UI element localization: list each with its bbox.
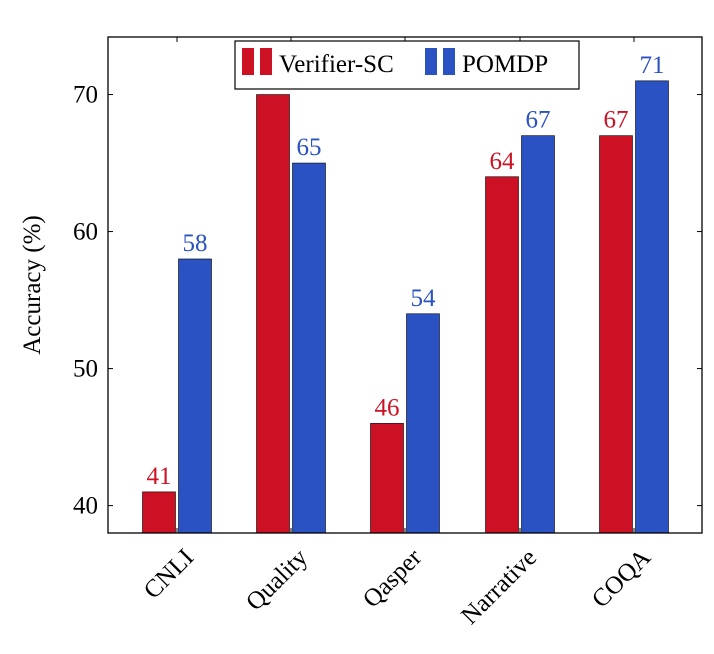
y-tick-label: 60 bbox=[73, 219, 98, 246]
data-label: 67 bbox=[526, 107, 551, 134]
bar-pomdp-cnli bbox=[178, 258, 212, 534]
data-label: 54 bbox=[411, 285, 437, 312]
bar-pomdp-quality bbox=[292, 162, 326, 534]
x-tick-label: Narrative bbox=[456, 544, 542, 630]
legend-label: Verifier-SC bbox=[279, 51, 394, 78]
bars-layer bbox=[142, 80, 669, 534]
x-tick-label: CNLI bbox=[139, 544, 199, 604]
legend: Verifier-SC POMDP bbox=[234, 40, 580, 90]
y-axis-label: Accuracy (%) bbox=[19, 215, 46, 355]
y-tick-label: 70 bbox=[73, 82, 98, 109]
y-tick-label: 40 bbox=[73, 493, 98, 520]
data-label: 67 bbox=[604, 107, 629, 134]
data-label: 41 bbox=[147, 463, 172, 490]
data-label: 46 bbox=[375, 394, 400, 421]
value-labels-layer: 41 58 65 46 54 64 67 67 71 bbox=[147, 52, 665, 490]
legend-swatch bbox=[425, 48, 437, 75]
data-label: 65 bbox=[297, 134, 322, 161]
legend-swatch bbox=[260, 48, 272, 75]
plot-frame bbox=[107, 36, 703, 534]
data-label: 64 bbox=[490, 148, 516, 175]
bar-verifier-sc-quality bbox=[256, 94, 290, 534]
bar-pomdp-coqa bbox=[635, 80, 669, 534]
y-tick-label: 50 bbox=[73, 356, 98, 383]
legend-swatch bbox=[443, 48, 455, 75]
legend-label: POMDP bbox=[462, 51, 548, 78]
bar-verifier-sc-coqa bbox=[599, 135, 633, 534]
x-tick-label: Quality bbox=[241, 544, 313, 616]
x-tick-label: COQA bbox=[587, 544, 656, 613]
data-label: 58 bbox=[183, 230, 208, 257]
data-label: 71 bbox=[640, 52, 665, 79]
bar-verifier-sc-cnli bbox=[142, 491, 176, 534]
legend-swatch bbox=[242, 48, 254, 75]
x-tick-label: Qasper bbox=[358, 544, 428, 614]
bar-verifier-sc-narrative bbox=[485, 176, 519, 534]
legend-box bbox=[234, 40, 580, 90]
bar-pomdp-qasper bbox=[406, 313, 440, 534]
bar-pomdp-narrative bbox=[521, 135, 555, 534]
bar-verifier-sc-qasper bbox=[370, 423, 404, 534]
